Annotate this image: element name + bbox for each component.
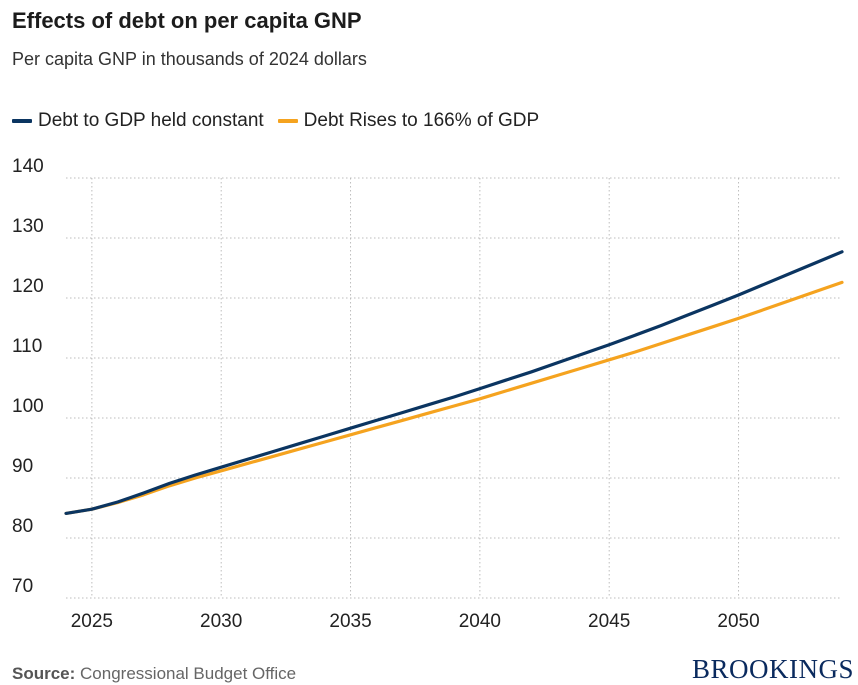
source-note: Source: Congressional Budget Office [12, 664, 296, 684]
y-tick-label: 80 [12, 516, 33, 537]
y-tick-label: 140 [12, 156, 44, 177]
chart-subtitle: Per capita GNP in thousands of 2024 doll… [12, 49, 367, 69]
x-tick-label: 2045 [588, 611, 630, 632]
y-tick-label: 90 [12, 456, 33, 477]
legend-swatch-constant [12, 119, 32, 123]
chart-title: Effects of debt on per capita GNP [12, 8, 362, 33]
source-label: Source: [12, 664, 76, 683]
y-tick-label: 100 [12, 396, 44, 417]
y-tick-label: 110 [12, 336, 42, 357]
x-tick-label: 2025 [71, 611, 113, 632]
y-tick-label: 70 [12, 576, 33, 597]
legend-swatch-rises [277, 119, 298, 123]
x-tick-label: 2040 [459, 611, 501, 632]
legend-item-rises: Debt Rises to 166% of GDP [277, 110, 540, 132]
legend-label-constant: Debt to GDP held constant [38, 110, 264, 131]
line-chart: 70 80 90 100 110 120 130 140 2025 2030 2035 2040 204… [12, 156, 844, 632]
y-tick-label: 120 [12, 276, 44, 297]
y-tick-label: 130 [12, 216, 44, 237]
x-tick-label: 2030 [200, 611, 242, 632]
brand-logo: BROOKINGS [691, 654, 854, 684]
series-line-constant [64, 250, 844, 515]
x-tick-label: 2050 [717, 611, 759, 632]
x-tick-label: 2035 [329, 611, 371, 632]
source-text: Congressional Budget Office [80, 664, 297, 683]
legend-label-rises: Debt Rises to 166% of GDP [303, 110, 540, 131]
legend-item-constant: Debt to GDP held constant [12, 110, 264, 132]
series-line-rises [64, 280, 844, 515]
chart-legend: Debt to GDP held constant Debt Rises to … [12, 110, 553, 132]
